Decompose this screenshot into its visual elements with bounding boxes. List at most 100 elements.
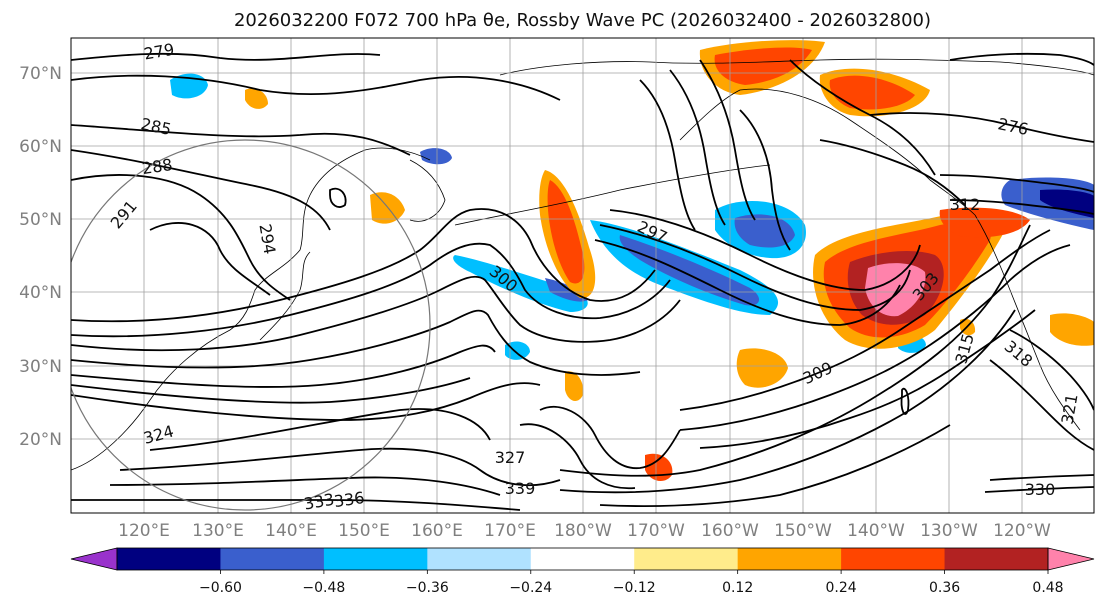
lon-tick-label: 160°W xyxy=(701,521,759,541)
coast-aleutians xyxy=(454,164,771,226)
shade-blue-pacific-core xyxy=(619,235,760,306)
contour-line xyxy=(609,209,921,291)
contour-line xyxy=(329,187,347,208)
colorbar xyxy=(70,547,1095,571)
contour-line xyxy=(71,52,381,61)
colorbar-segment xyxy=(323,548,428,570)
colorbar-segment xyxy=(737,548,842,570)
colorbar-tick-label: 0.36 xyxy=(929,580,960,596)
map-frame xyxy=(70,37,1095,514)
colorbar-segment xyxy=(841,548,946,570)
shade-blue-small-2 xyxy=(420,148,452,165)
colorbar-tick-label: −0.48 xyxy=(302,580,345,596)
contour-line xyxy=(900,387,910,415)
projection-circle xyxy=(71,139,431,511)
contour-value-label: 336 xyxy=(333,488,366,511)
lon-tick-label: 170°W xyxy=(627,521,685,541)
colorbar-segment xyxy=(220,548,325,570)
lon-tick-label: 160°E xyxy=(411,521,463,541)
colorbar-tick-label: −0.60 xyxy=(199,580,242,596)
lon-tick-label: 150°W xyxy=(774,521,832,541)
contour-value-label: 288 xyxy=(141,155,174,178)
contour-value-label: 330 xyxy=(1025,480,1056,499)
contour-line xyxy=(71,309,641,376)
shade-red-canada-arctic xyxy=(829,75,915,110)
contour-line xyxy=(639,79,696,231)
lon-tick-label: 130°W xyxy=(920,521,978,541)
contour-line xyxy=(949,199,1094,215)
shade-blue-west xyxy=(453,255,588,312)
contour-line xyxy=(71,382,541,421)
contour-line xyxy=(819,139,966,206)
contour-line xyxy=(539,405,681,469)
contour-line xyxy=(739,109,791,251)
contour-line xyxy=(599,224,911,311)
contour-line xyxy=(109,476,501,496)
shade-red-west-pacific xyxy=(547,180,585,284)
contour-line xyxy=(949,52,1094,66)
contour-line xyxy=(149,222,271,296)
contour-line xyxy=(679,229,1051,411)
lon-tick-label: 130°E xyxy=(192,521,244,541)
contour-line xyxy=(699,309,1036,449)
contour-line xyxy=(71,124,411,156)
contour-line xyxy=(869,112,1094,143)
contour-line xyxy=(679,244,1071,431)
contour-line xyxy=(119,447,561,487)
shade-red-alaska xyxy=(714,47,812,85)
contour-value-label: 312 xyxy=(950,195,981,214)
contour-line xyxy=(989,359,1094,451)
lat-tick-label: 50°N xyxy=(19,210,62,230)
lon-tick-label: 140°E xyxy=(265,521,317,541)
coast-arctic xyxy=(499,58,1094,76)
shade-orange-small-6 xyxy=(245,88,268,109)
contour-line xyxy=(599,424,951,507)
contour-line xyxy=(519,423,636,490)
coast-alaska xyxy=(679,88,976,216)
shade-orange-small-3 xyxy=(565,371,584,402)
contour-line xyxy=(71,344,496,388)
contour-line xyxy=(594,239,901,326)
contour-line xyxy=(71,242,671,338)
lat-tick-label: 40°N xyxy=(19,283,62,303)
colorbar-outline xyxy=(116,547,1049,571)
colorbar-extend-high xyxy=(1047,547,1095,571)
contour-line xyxy=(71,149,331,231)
shade-blue-small-3 xyxy=(505,341,530,360)
lon-tick-label: 150°E xyxy=(338,521,390,541)
contour-line xyxy=(559,224,1031,477)
shade-orange-small-2 xyxy=(736,348,788,388)
contour-line xyxy=(71,275,681,352)
colorbar-segment xyxy=(634,548,739,570)
theta-e-contours xyxy=(71,52,1094,511)
shade-blue-gulf-core xyxy=(734,214,795,248)
coast-north-america-west xyxy=(974,214,1081,431)
contour-value-label: 339 xyxy=(505,479,536,498)
lon-tick-label: 120°W xyxy=(993,521,1051,541)
colorbar-labels: −0.60 −0.48 −0.36 −0.24 −0.12 0.12 0.24 0.36 0.4… xyxy=(199,570,1064,596)
contour-value-label: 333 xyxy=(302,490,335,514)
colorbar-segment xyxy=(530,548,635,570)
shade-orange-coast xyxy=(939,207,1030,238)
contour-line xyxy=(71,377,471,404)
lat-tick-label: 70°N xyxy=(19,64,62,84)
longitude-labels: 120°E 130°E 140°E 150°E 160°E 170°E 180°W 170°W… xyxy=(118,521,1051,541)
lon-tick-label: 170°E xyxy=(484,521,536,541)
contour-line xyxy=(699,59,756,221)
lon-tick-label: 120°E xyxy=(118,521,170,541)
colorbar-tick-label: −0.36 xyxy=(406,580,449,596)
colorbar-segment xyxy=(117,548,221,570)
contour-line xyxy=(71,74,561,101)
contour-line xyxy=(149,408,491,451)
shade-pink-gulf xyxy=(865,263,926,317)
contour-line xyxy=(939,174,1094,193)
coast-japan xyxy=(259,251,311,341)
colorbar-segment xyxy=(427,548,532,570)
colorbar-segment xyxy=(944,548,1049,570)
contour-line xyxy=(71,499,521,511)
colorbar-extend-low xyxy=(70,547,118,571)
contour-line xyxy=(559,309,1016,494)
colorbar-tick-label: 0.12 xyxy=(722,580,753,596)
